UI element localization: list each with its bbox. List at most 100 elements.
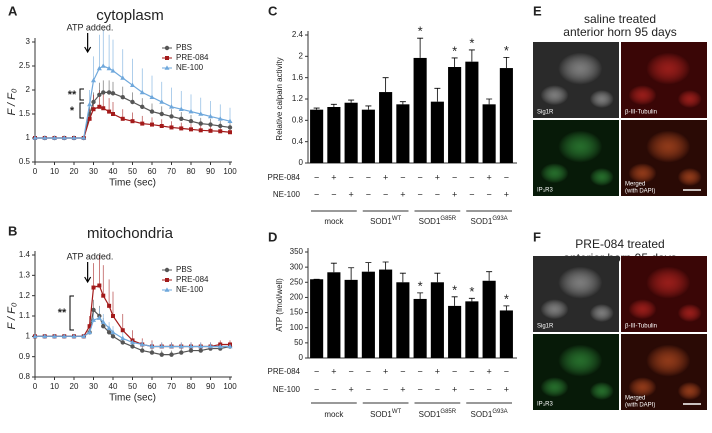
x-tick-label: 60: [148, 167, 157, 176]
marker: [87, 116, 92, 121]
marker: [71, 333, 77, 339]
x-tick-label: 100: [223, 382, 237, 391]
marker: [208, 343, 213, 349]
x-tick-label: 50: [128, 167, 137, 176]
image-label: (with DAPI): [625, 403, 655, 409]
marker: [188, 109, 194, 114]
bar: [310, 109, 324, 163]
marker: [42, 135, 48, 140]
y-tick-label: 1: [26, 133, 31, 142]
bar: [482, 280, 496, 358]
x-tick-label: 30: [89, 167, 98, 176]
error-bar: [468, 49, 475, 62]
error-bar: [365, 105, 372, 110]
bar: [448, 305, 462, 358]
marker: [87, 101, 93, 107]
y-axis-label: F / F₀: [6, 302, 18, 329]
group-name: SOD1: [419, 410, 441, 419]
group-label: SOD1G85R: [419, 409, 457, 420]
legend-label: PBS: [176, 43, 192, 52]
row-symbol: −: [366, 172, 371, 182]
y-tick-label: 0.8: [292, 115, 304, 124]
bracket: [79, 88, 84, 101]
y-tick-label: 0.4: [292, 137, 304, 146]
bar: [327, 272, 341, 358]
bar: [482, 104, 496, 163]
significance: *: [418, 24, 423, 39]
marker: [111, 112, 115, 116]
bar: [413, 57, 427, 163]
row-symbol: −: [469, 384, 474, 394]
panel-letter: D: [268, 229, 277, 244]
group-label: SOD1WT: [370, 409, 401, 420]
bar: [379, 269, 393, 358]
row-symbol: +: [486, 172, 491, 182]
marker: [139, 341, 145, 347]
marker: [217, 116, 223, 121]
marker: [110, 91, 116, 96]
marker: [169, 114, 174, 119]
marker: [159, 124, 164, 128]
row-label: PRE-084: [268, 367, 301, 376]
y-tick-label: 1.2: [19, 291, 31, 300]
row-symbol: −: [469, 366, 474, 376]
marker: [198, 348, 203, 353]
image-label: β-III-Tubulin: [625, 324, 657, 330]
row-symbol: −: [452, 172, 457, 182]
marker: [100, 63, 106, 68]
row-symbol: +: [452, 384, 457, 394]
bar: [396, 104, 410, 163]
marker: [130, 339, 135, 345]
marker: [130, 82, 135, 87]
marker: [120, 328, 125, 333]
marker: [208, 113, 213, 119]
marker: [179, 350, 184, 355]
marker: [97, 92, 102, 98]
row-label: PRE-084: [268, 173, 301, 182]
row-symbol: −: [400, 172, 405, 182]
marker: [32, 135, 38, 140]
cell: [677, 382, 702, 400]
chart-title: cytoplasm: [96, 7, 164, 24]
error-bar: [399, 272, 406, 283]
bar: [396, 282, 410, 358]
bar: [344, 102, 358, 163]
row-symbol: −: [469, 189, 474, 199]
significance: *: [469, 284, 474, 299]
legend-label: PRE-084: [176, 275, 209, 284]
marker: [228, 130, 232, 135]
significance: *: [469, 35, 474, 50]
marker: [208, 128, 213, 133]
marker: [107, 109, 112, 114]
cell: [589, 168, 614, 186]
group-name: SOD1: [471, 217, 493, 226]
error-bar: [434, 272, 441, 283]
marker: [91, 107, 96, 112]
row-symbol: −: [504, 172, 509, 182]
row-symbol: +: [504, 189, 509, 199]
row-symbol: +: [331, 366, 336, 376]
group-label: SOD1G85R: [419, 216, 457, 227]
error-bar: [451, 57, 458, 67]
marker: [188, 348, 194, 353]
marker: [169, 343, 174, 349]
marker: [189, 127, 193, 132]
cell: [628, 299, 657, 320]
x-tick-label: 40: [109, 382, 118, 391]
x-tick-label: 30: [89, 382, 98, 391]
marker: [120, 75, 126, 80]
bar: [327, 107, 341, 163]
marker: [217, 343, 223, 349]
row-symbol: −: [417, 366, 422, 376]
row-symbol: −: [314, 366, 319, 376]
marker: [106, 330, 112, 335]
chart-title: mitochondria: [87, 225, 174, 242]
panel-letter: E: [533, 3, 542, 18]
cell: [646, 130, 691, 163]
marker: [96, 65, 102, 71]
x-tick-label: 0: [33, 382, 38, 391]
error-bar: [382, 77, 389, 93]
significance: *: [452, 282, 457, 297]
row-symbol: −: [417, 189, 422, 199]
